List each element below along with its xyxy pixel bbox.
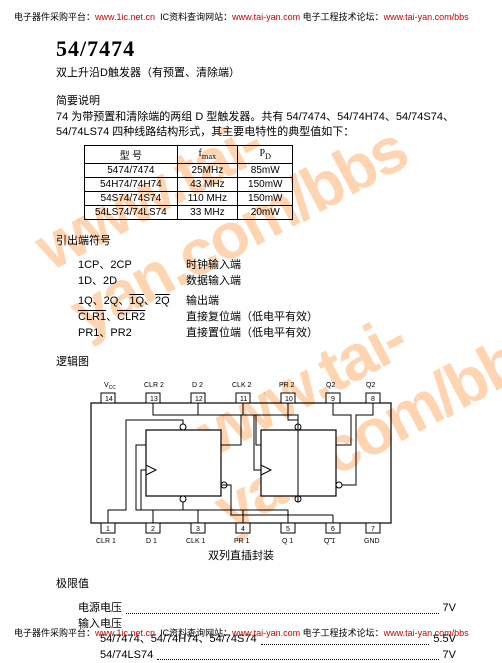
svg-text:Q 1: Q 1 — [324, 538, 335, 545]
table-row: 54LS74/74LS7433 MHz20mW — [85, 205, 293, 219]
footer-text-2: IC资料查询网站： — [160, 628, 232, 638]
svg-text:1: 1 — [106, 526, 110, 533]
svg-text:CLK 2: CLK 2 — [232, 382, 252, 389]
footer-text-3: 电子工程技术论坛： — [303, 628, 384, 638]
svg-text:PR 1: PR 1 — [234, 538, 250, 545]
th-pd: PD — [238, 145, 293, 163]
svg-text:GND: GND — [364, 538, 380, 545]
svg-text:D 2: D 2 — [192, 382, 203, 389]
svg-text:CLR 1: CLR 1 — [96, 538, 116, 545]
pin-name: 1D、2D — [56, 274, 186, 290]
part-subtitle: 双上升沿D触发器（有预置、清除端） — [56, 64, 456, 80]
logic-diagram: VCC CLR 2 D 2 CLK 2 PR 2 Q2 Q2 141312111… — [66, 375, 416, 563]
pin-desc: 数据输入端 — [186, 274, 456, 290]
limit-value: 7V — [443, 601, 456, 616]
pin-desc: 直接置位端（低电平有效） — [186, 326, 456, 342]
pins-heading: 引出端符号 — [56, 232, 456, 248]
svg-text:10: 10 — [285, 396, 293, 403]
brief-line-2: 54/74LS74 四种线路结构形式，其主要电特性的典型值如下： — [56, 125, 456, 140]
page-footer: 电子器件采购平台：www.1ic.net.cn IC资料查询网站：www.tai… — [0, 622, 502, 643]
svg-text:12: 12 — [195, 396, 203, 403]
svg-text:Q2: Q2 — [366, 382, 375, 389]
document-content: 54/7474 双上升沿D触发器（有预置、清除端） 简要说明 74 为带预置和清… — [56, 36, 456, 663]
header-text-3: 电子工程技术论坛： — [303, 12, 384, 22]
svg-text:Q 1: Q 1 — [282, 538, 293, 545]
svg-text:D 1: D 1 — [146, 538, 157, 545]
header-url-2: www.tai-yan.com — [232, 12, 300, 22]
header-url-1: www.1ic.net.cn — [95, 12, 155, 22]
svg-text:PR 2: PR 2 — [279, 382, 295, 389]
limit-value: 7V — [443, 648, 456, 663]
th-model: 型 号 — [85, 145, 178, 163]
svg-text:6: 6 — [331, 526, 335, 533]
pin-name: 1Q、2Q、1Q、2Q — [56, 294, 186, 310]
svg-text:Q2: Q2 — [326, 382, 335, 389]
svg-text:5: 5 — [286, 526, 290, 533]
svg-text:VCC: VCC — [104, 382, 116, 391]
header-text-2: IC资料查询网站： — [160, 12, 232, 22]
pin-name: PR1、PR2 — [56, 326, 186, 342]
svg-text:13: 13 — [150, 396, 158, 403]
svg-text:7: 7 — [371, 526, 375, 533]
limit-label: 54/74LS74 — [56, 648, 153, 663]
footer-url-3: www.tai-yan.com/bbs — [384, 628, 469, 638]
header-url-3: www.tai-yan.com/bbs — [384, 12, 469, 22]
table-row: 5474/747425MHz85mW — [85, 163, 293, 177]
limits-heading: 极限值 — [56, 575, 456, 591]
logic-heading: 逻辑图 — [56, 353, 456, 369]
pin-desc: 时钟输入端 — [186, 258, 456, 274]
limit-label: 电源电压 — [56, 601, 122, 616]
page-header: 电子器件采购平台：www.1ic.net.cn IC资料查询网站：www.tai… — [0, 6, 502, 27]
footer-text-1: 电子器件采购平台： — [14, 628, 95, 638]
pin-desc: 输出端 — [186, 294, 456, 310]
spec-table: 型 号 fmax PD 5474/747425MHz85mW 54H74/74H… — [84, 145, 293, 220]
svg-text:8: 8 — [371, 396, 375, 403]
th-fmax: fmax — [177, 145, 237, 163]
pin-desc: 直接复位端（低电平有效） — [186, 310, 456, 326]
pin-definitions: 1CP、2CP时钟输入端 1D、2D数据输入端 1Q、2Q、1Q、2Q 输出端 … — [56, 258, 456, 342]
diagram-caption: 双列直插封装 — [66, 547, 416, 563]
svg-text:11: 11 — [240, 396, 247, 403]
svg-text:14: 14 — [105, 396, 113, 403]
footer-url-1: www.1ic.net.cn — [95, 628, 155, 638]
pin-name: CLR1、CLR2 — [56, 310, 186, 326]
brief-heading: 简要说明 — [56, 92, 456, 108]
svg-text:2: 2 — [151, 526, 155, 533]
brief-line-1: 74 为带预置和清除端的两组 D 型触发器。共有 54/7474、54/74H7… — [56, 110, 456, 125]
svg-text:9: 9 — [331, 396, 335, 403]
table-row: 54S74/74S74110 MHz150mW — [85, 191, 293, 205]
svg-text:CLK 1: CLK 1 — [186, 538, 206, 545]
footer-url-2: www.tai-yan.com — [232, 628, 300, 638]
table-row: 54H74/74H7443 MHz150mW — [85, 177, 293, 191]
svg-text:CLR 2: CLR 2 — [144, 382, 164, 389]
svg-text:4: 4 — [241, 526, 245, 533]
header-text-1: 电子器件采购平台： — [14, 12, 95, 22]
svg-text:3: 3 — [196, 526, 200, 533]
pin-name: 1CP、2CP — [56, 258, 186, 274]
part-number-title: 54/7474 — [56, 36, 456, 62]
